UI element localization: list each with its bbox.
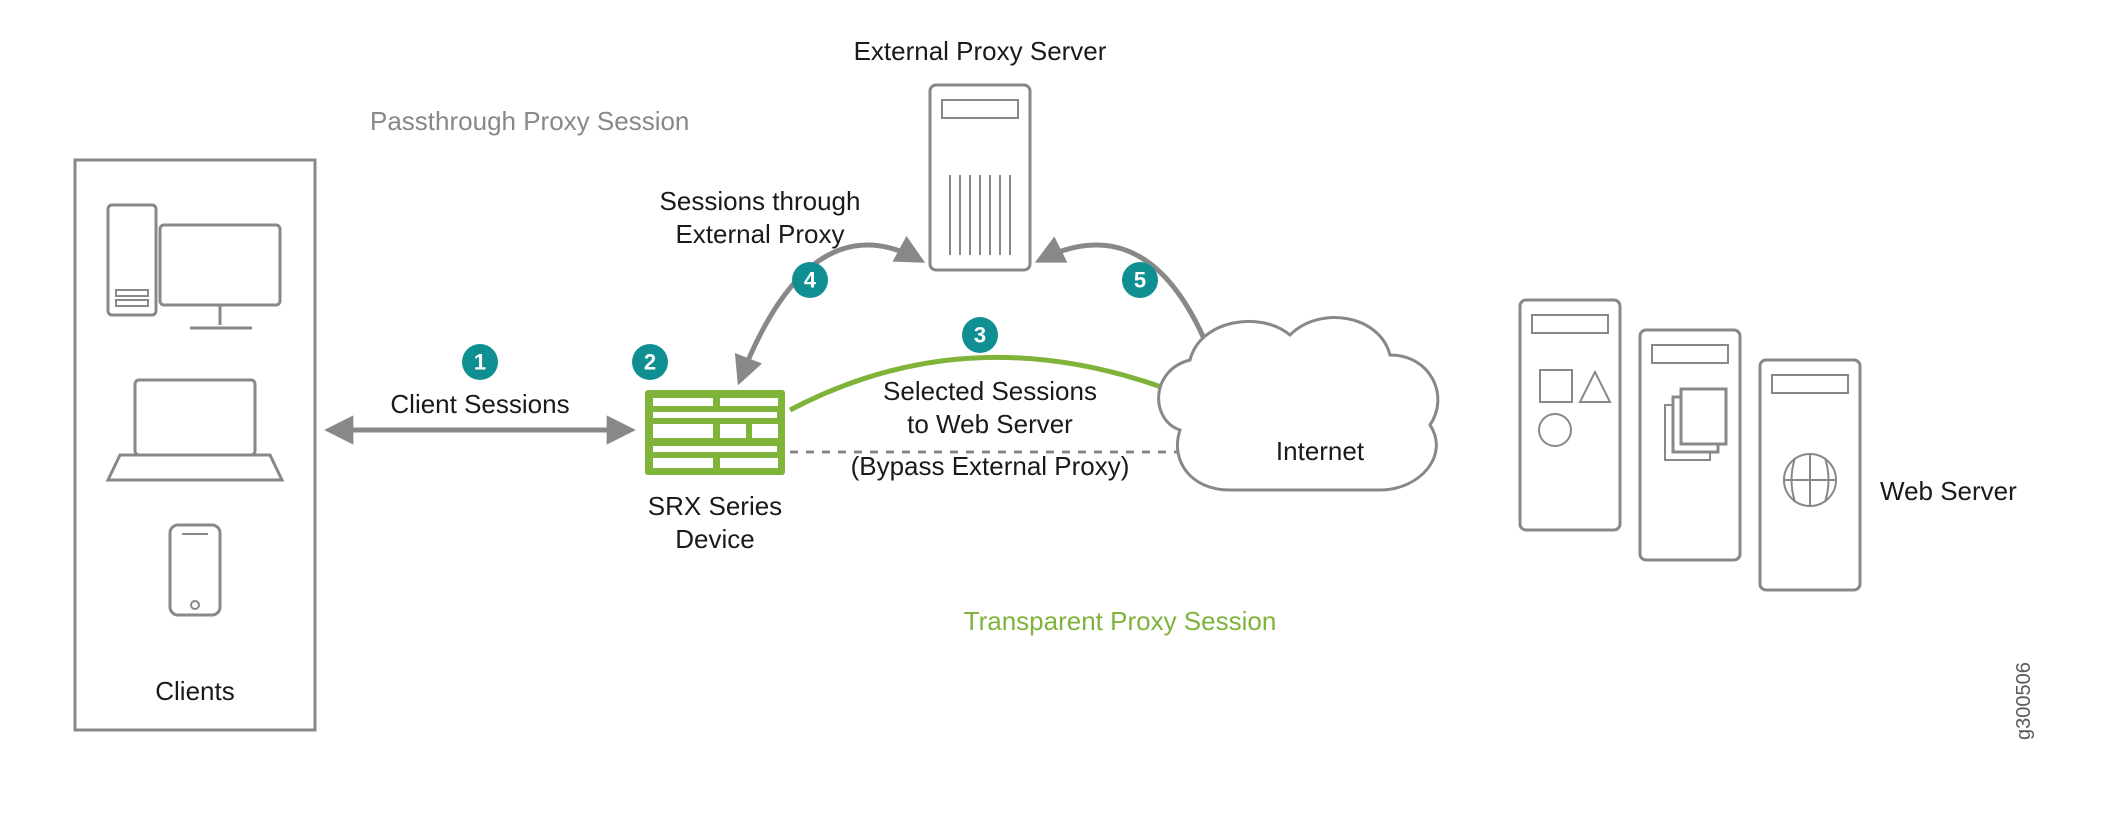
image-id: g300506 xyxy=(2013,662,2035,740)
step-2-text: 2 xyxy=(644,350,656,375)
step-4-text: 4 xyxy=(804,268,817,293)
clients-label: Clients xyxy=(155,676,234,706)
bypass-l1: Selected Sessions xyxy=(883,376,1097,406)
external-proxy: External Proxy Server xyxy=(854,36,1107,270)
passthrough-title: Passthrough Proxy Session xyxy=(370,106,689,136)
transparent-title: Transparent Proxy Session xyxy=(964,606,1277,636)
web-server-group: Web Server xyxy=(1520,300,2017,590)
step-3-text: 3 xyxy=(974,323,986,348)
web-server-label: Web Server xyxy=(1880,476,2017,506)
srx-label-2: Device xyxy=(675,524,754,554)
sess-proxy-l2: External Proxy xyxy=(675,219,844,249)
srx-label-1: SRX Series xyxy=(648,491,782,521)
srx-device: SRX Series Device xyxy=(645,390,785,554)
client-sessions-label: Client Sessions xyxy=(390,389,569,419)
external-proxy-label: External Proxy Server xyxy=(854,36,1107,66)
diagram-canvas: Clients Passthrough Proxy Session Client… xyxy=(0,0,2101,832)
internet-cloud: Internet xyxy=(1159,318,1438,490)
internet-label: Internet xyxy=(1276,436,1365,466)
bypass-sub: (Bypass External Proxy) xyxy=(851,451,1130,481)
sess-proxy-l1: Sessions through xyxy=(660,186,861,216)
step-5-text: 5 xyxy=(1134,268,1146,293)
edge-sessions-through-proxy xyxy=(740,245,920,380)
step-1-text: 1 xyxy=(474,350,486,375)
bypass-l2: to Web Server xyxy=(907,409,1073,439)
clients-group: Clients xyxy=(75,160,315,730)
